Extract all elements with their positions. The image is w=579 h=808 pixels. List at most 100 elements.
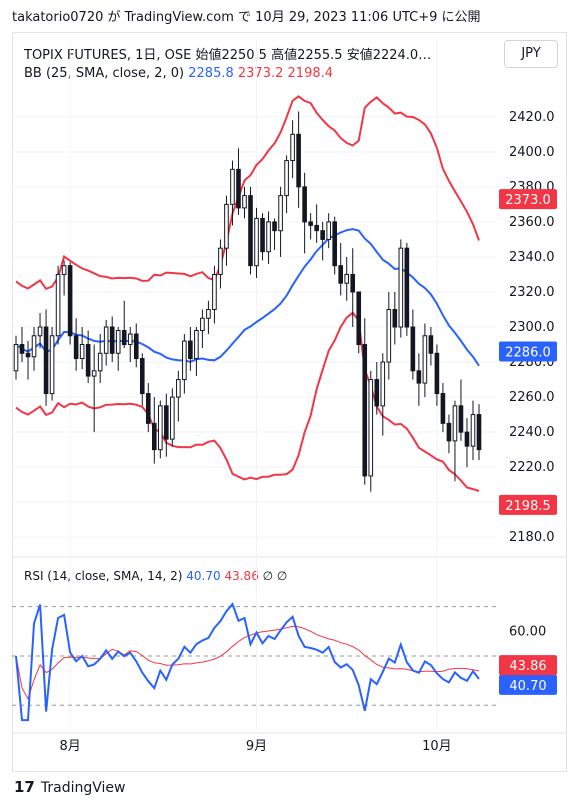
tradingview-logo-text: TradingView: [40, 780, 126, 796]
candle-body: [464, 431, 470, 447]
price-tick-label: 2260.0: [509, 390, 555, 405]
candle-body: [278, 195, 283, 232]
candle-body: [61, 265, 67, 275]
candle: [248, 186, 253, 275]
rsi-legend[interactable]: RSI (14, close, SMA, 14, 2) 40.70 43.86 …: [24, 569, 287, 583]
candle: [230, 160, 235, 226]
candle-body: [236, 168, 241, 209]
candle: [440, 383, 446, 433]
candle-body: [344, 273, 350, 284]
candle-body: [176, 379, 181, 398]
candle: [266, 211, 271, 264]
candle: [254, 207, 259, 278]
candle: [133, 323, 139, 368]
tradingview-logo[interactable]: 17 TradingView: [14, 778, 125, 796]
currency-button[interactable]: JPY: [504, 40, 558, 68]
price-tick-label: 2400.0: [509, 145, 555, 160]
candle-body: [362, 344, 368, 477]
candle: [380, 353, 386, 436]
candle: [61, 260, 67, 296]
price-tag-text: 2373.0: [505, 193, 551, 208]
candle-body: [476, 414, 482, 451]
candle: [350, 248, 356, 328]
candle-body: [212, 273, 217, 310]
candle-body: [260, 217, 265, 253]
candle: [410, 309, 416, 380]
candle: [115, 327, 121, 371]
candle: [109, 316, 115, 363]
candle: [224, 195, 229, 266]
candle-body: [284, 160, 289, 197]
candle: [374, 362, 380, 415]
rsi-tag-bg: [499, 674, 557, 695]
candle: [85, 330, 91, 384]
candle: [37, 312, 43, 349]
candle-body: [31, 335, 37, 358]
candle-body: [452, 405, 458, 442]
symbol-legend[interactable]: TOPIX FUTURES, 1日, OSE 始値2250.5 高値2255.5…: [24, 48, 432, 63]
candle-body: [230, 168, 235, 205]
time-tick-label: 9月: [246, 739, 267, 754]
candle: [434, 344, 440, 406]
candle-body: [368, 379, 374, 477]
candle-body: [374, 379, 380, 407]
price-tick-label: 2180.0: [509, 530, 555, 545]
rsi-tick-label: 60.00: [509, 624, 546, 639]
tradingview-logo-mark: 17: [14, 778, 35, 796]
candle-body: [398, 247, 404, 328]
candle-body: [79, 344, 85, 360]
candle: [416, 353, 422, 406]
candle-body: [242, 195, 247, 209]
candle: [43, 309, 49, 406]
candle-body: [248, 195, 253, 267]
candle: [428, 327, 434, 366]
candle-body: [458, 405, 464, 433]
candle-body: [356, 291, 362, 346]
candle-body: [392, 308, 398, 328]
candle-body: [308, 221, 313, 226]
rsi-value: 40.70: [186, 569, 221, 583]
candle-body: [121, 330, 127, 346]
bb-upper-value: 2373.2: [237, 66, 284, 81]
price-tag-bg: [499, 341, 557, 362]
candle-body: [440, 393, 446, 424]
rsi-label: RSI (14, close, SMA, 14, 2): [24, 569, 183, 583]
candle-body: [139, 358, 145, 395]
bb-basis-line: [15, 228, 480, 367]
candle: [218, 239, 223, 289]
candle-body: [338, 265, 344, 284]
candle-body: [49, 335, 55, 395]
rsi-ma-value: 43.86: [224, 569, 259, 583]
candle-body: [254, 217, 259, 267]
price-tag: 2286.0: [499, 341, 557, 362]
candle-body: [43, 326, 49, 395]
candle-body: [200, 317, 205, 332]
candle: [338, 242, 344, 296]
candle-body: [272, 221, 277, 232]
candle: [458, 379, 464, 441]
bb-lower-line: [15, 311, 480, 492]
bb-basis-value: 2285.8: [188, 66, 234, 81]
candle: [422, 323, 428, 398]
candle-body: [55, 273, 61, 337]
candle: [296, 111, 301, 208]
candle-body: [470, 414, 476, 447]
rsi-ma-tag: 43.86: [499, 655, 557, 676]
candle: [188, 327, 193, 371]
candle-body: [97, 352, 103, 372]
bb-legend[interactable]: BB (25, SMA, close, 2, 0) 2285.8 2373.2 …: [24, 66, 333, 81]
price-tag-bg: [499, 494, 557, 515]
candle: [182, 334, 187, 394]
candle: [320, 221, 325, 261]
candle: [194, 327, 199, 377]
candle: [31, 327, 37, 371]
candle: [127, 327, 133, 363]
candle-body: [326, 221, 331, 240]
candle-body: [320, 230, 325, 240]
candle: [392, 291, 398, 345]
candle: [139, 353, 145, 406]
price-tick-label: 2300.0: [509, 320, 555, 335]
price-tick-label: 2220.0: [509, 460, 555, 475]
bb-lower-value: 2198.4: [287, 66, 334, 81]
